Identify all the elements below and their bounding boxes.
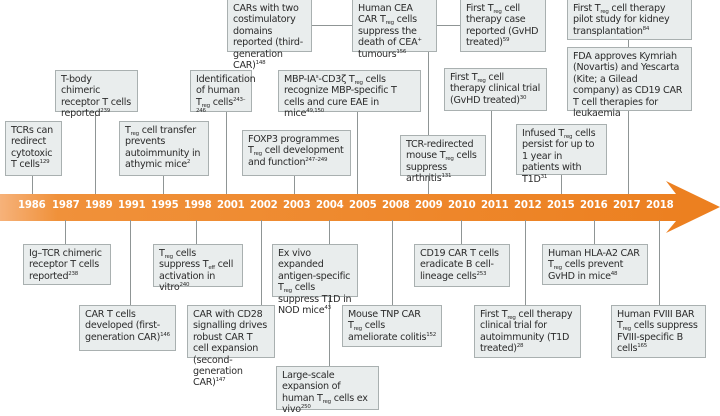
connector <box>196 220 197 244</box>
year-label: 1989 <box>85 200 113 211</box>
event-box-cea-car: Human CEA CAR Treg cells suppress the de… <box>352 0 437 60</box>
year-label: 2005 <box>349 200 377 211</box>
year-label: 2009 <box>415 200 443 211</box>
connector <box>130 220 131 305</box>
year-label: 2002 <box>250 200 278 211</box>
connector <box>329 220 330 244</box>
event-box-first-trial-gvhd: First Treg cell therapy clinical trial (… <box>444 68 547 111</box>
connector <box>561 175 562 194</box>
connector <box>594 220 595 244</box>
connector <box>261 220 262 305</box>
event-box-2018: Human FVIII BAR Treg cells suppress FVII… <box>611 305 706 358</box>
event-box-2004-largescale: Large-scale expansion of human Treg cell… <box>276 366 379 415</box>
event-box-infused: Infused Treg cells persist for up to 1 y… <box>516 124 607 185</box>
connector <box>628 111 629 194</box>
year-label: 2012 <box>514 200 542 211</box>
event-box-2010: CD19 CAR T cells eradicate B cell-lineag… <box>414 244 510 287</box>
connector <box>628 40 629 47</box>
event-box-kidney: First Treg cell therapy pilot study for … <box>567 0 692 40</box>
year-label: 2010 <box>448 200 476 211</box>
event-box-2002: CAR with CD28 signalling drives robust C… <box>187 305 275 388</box>
event-box-1989: T-body chimeric receptor T cells reporte… <box>55 70 138 119</box>
year-label: 1986 <box>18 200 46 211</box>
connector <box>95 112 96 194</box>
connector <box>428 52 429 135</box>
year-label: 2015 <box>547 200 575 211</box>
year-label: 2008 <box>382 200 410 211</box>
event-box-1998: Treg cells suppress Teff cell activation… <box>153 244 243 293</box>
event-box-2004-exvivo: Ex vivo expanded antigen-specific Treg c… <box>272 244 358 316</box>
connector <box>65 220 66 244</box>
year-label: 1998 <box>184 200 212 211</box>
year-label: 2017 <box>613 200 641 211</box>
year-label: 1995 <box>151 200 179 211</box>
connector <box>436 25 460 26</box>
year-label: 2011 <box>481 200 509 211</box>
event-box-foxp3: FOXP3 programmes Treg cell development a… <box>242 130 351 176</box>
connector <box>311 25 352 26</box>
event-box-2016: Human HLA-A2 CAR Treg cells prevent GvHD… <box>542 244 648 285</box>
connector <box>428 176 429 194</box>
year-label: 2003 <box>283 200 311 211</box>
connector <box>163 176 164 194</box>
event-box-fda: FDA approves Kymriah (Novartis) and Yesc… <box>567 47 692 119</box>
event-box-1995: Treg cell transfer prevents autoimmunity… <box>119 121 209 176</box>
event-box-2001-identification: Identification of human Treg cells243–24… <box>190 70 256 114</box>
connector <box>32 176 33 194</box>
event-box-2008: Mouse TNP CAR Treg cells ameliorate coli… <box>342 305 442 347</box>
year-label: 2016 <box>580 200 608 211</box>
event-box-1987: Ig–TCR chimeric receptor T cells reporte… <box>23 244 111 285</box>
year-label: 1991 <box>118 200 146 211</box>
event-box-1986: TCRs can redirect cytotoxic T cells129 <box>5 121 62 176</box>
connector <box>294 176 295 194</box>
year-label: 2004 <box>316 200 344 211</box>
connector <box>329 297 330 366</box>
connector <box>659 220 660 305</box>
connector <box>357 112 358 194</box>
event-box-third-gen-car: CARs with two costimulatory domains repo… <box>227 0 312 71</box>
event-box-1991: CAR T cells developed (first-generation … <box>79 305 176 351</box>
connector <box>491 111 492 194</box>
connector <box>392 220 393 305</box>
year-label: 2001 <box>217 200 245 211</box>
connector <box>525 220 526 305</box>
connector <box>226 112 227 194</box>
event-box-tcr-mouse: TCR-redirected mouse Treg cells suppress… <box>400 135 486 184</box>
timeline-arrow <box>0 181 720 233</box>
year-label: 2018 <box>646 200 674 211</box>
event-box-mbp: MBP-IAs-CD3ζ Treg cells recognize MBP-sp… <box>278 70 421 119</box>
event-box-2012: First Treg cell therapy clinical trial f… <box>474 305 581 358</box>
year-label: 1987 <box>52 200 80 211</box>
event-box-first-case: First Treg cell therapy case reported (G… <box>460 0 546 52</box>
connector <box>461 220 462 244</box>
